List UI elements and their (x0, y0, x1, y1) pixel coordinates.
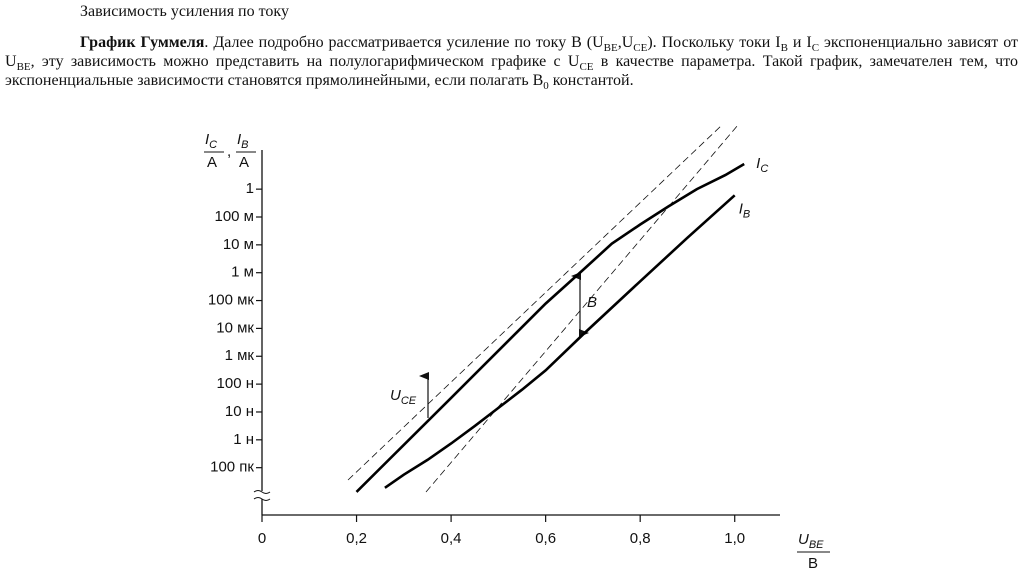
label-subscript: C (209, 139, 217, 151)
curve (355, 162, 745, 493)
label-subscript: B (241, 139, 248, 151)
x-tick-label: 0,8 (630, 530, 651, 547)
y-tick-label: 1 (246, 180, 254, 197)
y-tick-label: 10 н (225, 403, 254, 420)
y-axis-unit: А (239, 154, 249, 171)
annotation: B (587, 294, 597, 311)
label-symbol: U (390, 387, 401, 404)
text: ). Поскольку токи I (647, 34, 781, 51)
y-tick-label: 100 м (214, 208, 254, 225)
label-subscript: C (760, 163, 768, 175)
text: . Далее подробно рассматривается усилени… (204, 34, 604, 51)
x-tick-label: 0,2 (346, 530, 367, 547)
subscript: C (811, 42, 820, 55)
curve (384, 194, 736, 489)
page-title: Зависимость усиления по току (80, 3, 289, 20)
label-subscript: BE (809, 539, 824, 551)
y-tick-label: 1 м (231, 264, 254, 281)
y-axis-unit: А (207, 154, 217, 171)
x-tick-label: 0 (258, 530, 266, 547)
text: и I (787, 34, 812, 51)
subscript: B (780, 42, 788, 55)
x-axis-unit: В (808, 555, 818, 572)
asymptote (425, 124, 739, 493)
x-tick-label: 1,0 (724, 530, 745, 547)
subscript: BE (603, 42, 618, 55)
subscript: 0 (543, 80, 549, 93)
subscript: BE (16, 61, 31, 74)
label-subscript: CE (401, 395, 417, 407)
y-tick-label: 10 м (223, 236, 254, 253)
label-symbol: I (756, 155, 760, 172)
label-symbol: I (739, 200, 743, 217)
curve-label: IC (756, 155, 768, 175)
text: , эту зависимость можно представить на п… (30, 53, 580, 70)
y-axis-label: IB (237, 131, 249, 151)
y-axis-label: , (227, 143, 231, 160)
curve-label: IB (739, 200, 751, 220)
x-tick-label: 0,6 (535, 530, 556, 547)
x-tick-label: 0,4 (441, 530, 462, 547)
text: в качестве параметра. Такой график, заме… (5, 53, 1019, 89)
x-axis-label: UBE (798, 531, 824, 551)
label-symbol: U (798, 531, 809, 548)
bold-text: График Гуммеля (80, 34, 205, 51)
y-axis-label: IC (205, 131, 217, 151)
text: экспоненциально зависят от U (5, 34, 1019, 70)
subscript: CE (579, 61, 594, 74)
asymptote (347, 124, 723, 481)
annotation: UCE (390, 387, 417, 407)
label-symbol: I (205, 131, 209, 148)
y-tick-label: 1 н (233, 431, 254, 448)
label-subscript: B (743, 208, 750, 220)
text: ,U (617, 34, 634, 51)
y-tick-label: 100 н (217, 375, 254, 392)
y-tick-label: 100 мк (208, 292, 255, 309)
axis-break (253, 490, 271, 501)
text: константой. (548, 72, 634, 89)
y-tick-label: 10 мк (216, 319, 254, 336)
subscript: CE (633, 42, 648, 55)
y-tick-label: 100 пк (210, 459, 254, 476)
label-symbol: I (237, 131, 241, 148)
paragraph: График Гуммеля. Далее подробно рассматри… (5, 33, 1019, 93)
y-tick-label: 1 мк (225, 347, 255, 364)
